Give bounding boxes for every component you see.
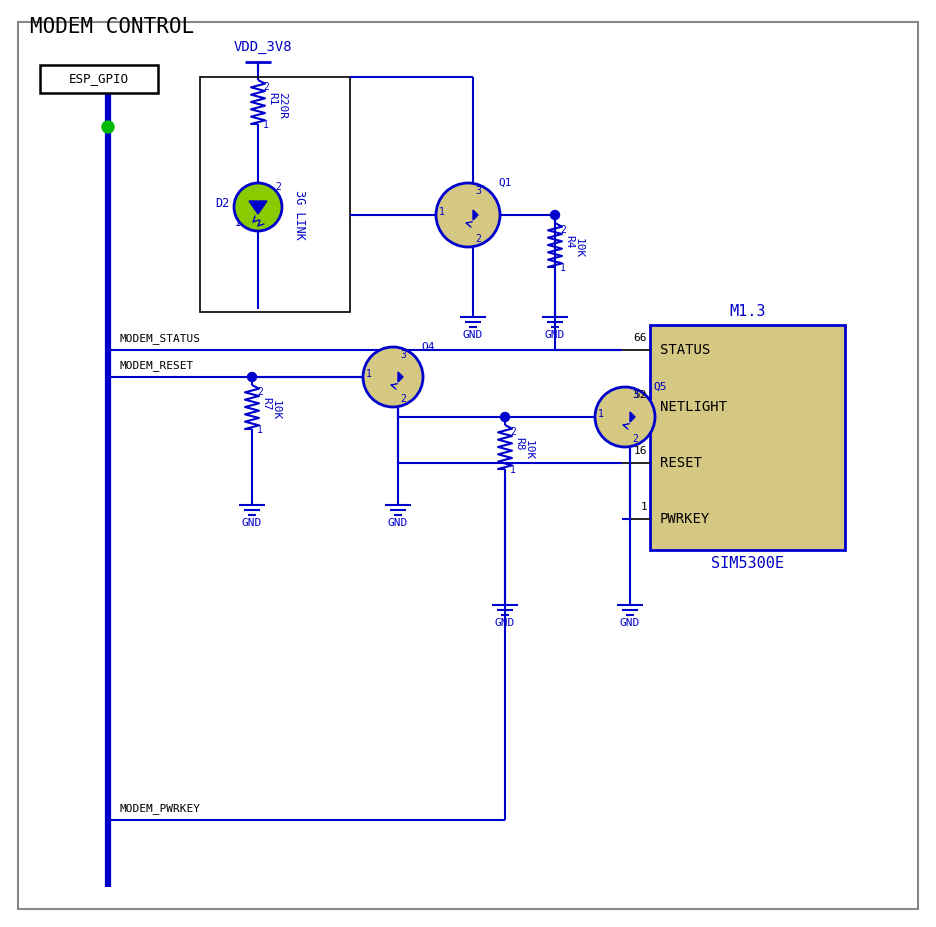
Text: R1: R1 bbox=[267, 93, 277, 106]
Text: 1: 1 bbox=[235, 218, 241, 228]
FancyBboxPatch shape bbox=[18, 22, 917, 909]
Text: 3G LINK: 3G LINK bbox=[293, 190, 306, 240]
Text: GND: GND bbox=[241, 518, 262, 528]
Circle shape bbox=[234, 183, 282, 231]
Text: Q4: Q4 bbox=[420, 342, 434, 352]
Text: 16: 16 bbox=[633, 446, 647, 456]
Text: R4: R4 bbox=[563, 235, 574, 248]
Polygon shape bbox=[249, 201, 267, 214]
Text: SIM5300E: SIM5300E bbox=[710, 556, 783, 572]
Text: 1: 1 bbox=[263, 120, 269, 130]
Text: GND: GND bbox=[620, 618, 639, 628]
Text: 3: 3 bbox=[475, 186, 480, 196]
Circle shape bbox=[550, 210, 559, 220]
Circle shape bbox=[500, 413, 509, 422]
Circle shape bbox=[102, 121, 114, 133]
Polygon shape bbox=[629, 412, 635, 422]
Text: 52: 52 bbox=[633, 389, 647, 400]
Text: 3: 3 bbox=[400, 350, 405, 360]
Circle shape bbox=[362, 347, 422, 407]
Text: Q5: Q5 bbox=[652, 382, 665, 392]
Polygon shape bbox=[398, 372, 402, 382]
Polygon shape bbox=[473, 210, 477, 220]
Text: 2: 2 bbox=[263, 82, 269, 92]
Text: GND: GND bbox=[494, 618, 515, 628]
Text: GND: GND bbox=[388, 518, 408, 528]
Text: D2: D2 bbox=[214, 197, 229, 210]
Bar bbox=[199, 77, 350, 312]
Text: 1: 1 bbox=[256, 425, 263, 435]
Text: VDD_3V8: VDD_3V8 bbox=[233, 40, 292, 54]
Text: 1: 1 bbox=[439, 207, 445, 217]
Text: 10K: 10K bbox=[574, 238, 583, 258]
Text: GND: GND bbox=[545, 330, 564, 340]
Text: 10K: 10K bbox=[271, 400, 281, 420]
Text: RESET: RESET bbox=[659, 456, 701, 470]
Text: 1: 1 bbox=[597, 409, 603, 419]
Text: 2: 2 bbox=[631, 434, 637, 444]
Text: GND: GND bbox=[462, 330, 483, 340]
Text: R8: R8 bbox=[514, 438, 523, 451]
Text: 2: 2 bbox=[475, 234, 480, 244]
Text: M1.3: M1.3 bbox=[728, 303, 765, 319]
Text: 1: 1 bbox=[639, 502, 647, 512]
Text: 2: 2 bbox=[275, 182, 281, 192]
Text: 1: 1 bbox=[560, 263, 565, 273]
Text: MODEM CONTROL: MODEM CONTROL bbox=[30, 17, 194, 37]
Text: 220R: 220R bbox=[277, 92, 286, 119]
Text: MODEM_PWRKEY: MODEM_PWRKEY bbox=[120, 803, 201, 814]
Text: 2: 2 bbox=[560, 225, 565, 235]
Circle shape bbox=[247, 373, 256, 382]
Text: 2: 2 bbox=[400, 394, 405, 404]
Bar bbox=[40, 65, 158, 93]
Text: MODEM_RESET: MODEM_RESET bbox=[120, 360, 194, 371]
Text: 1: 1 bbox=[366, 369, 372, 379]
Bar bbox=[650, 325, 844, 550]
Text: R7: R7 bbox=[261, 398, 271, 411]
Text: MODEM_STATUS: MODEM_STATUS bbox=[120, 334, 201, 344]
Text: NETLIGHT: NETLIGHT bbox=[659, 400, 726, 413]
Text: 2: 2 bbox=[256, 387, 263, 397]
Text: 10K: 10K bbox=[523, 440, 534, 460]
Text: PWRKEY: PWRKEY bbox=[659, 512, 709, 526]
Circle shape bbox=[594, 387, 654, 447]
Text: 1: 1 bbox=[509, 465, 516, 475]
Circle shape bbox=[435, 183, 500, 247]
Text: 2: 2 bbox=[509, 427, 516, 437]
Text: Q1: Q1 bbox=[497, 178, 511, 188]
Text: 66: 66 bbox=[633, 334, 647, 343]
Text: STATUS: STATUS bbox=[659, 343, 709, 357]
Text: ESP_GPIO: ESP_GPIO bbox=[69, 72, 129, 85]
Text: 3: 3 bbox=[631, 390, 637, 400]
